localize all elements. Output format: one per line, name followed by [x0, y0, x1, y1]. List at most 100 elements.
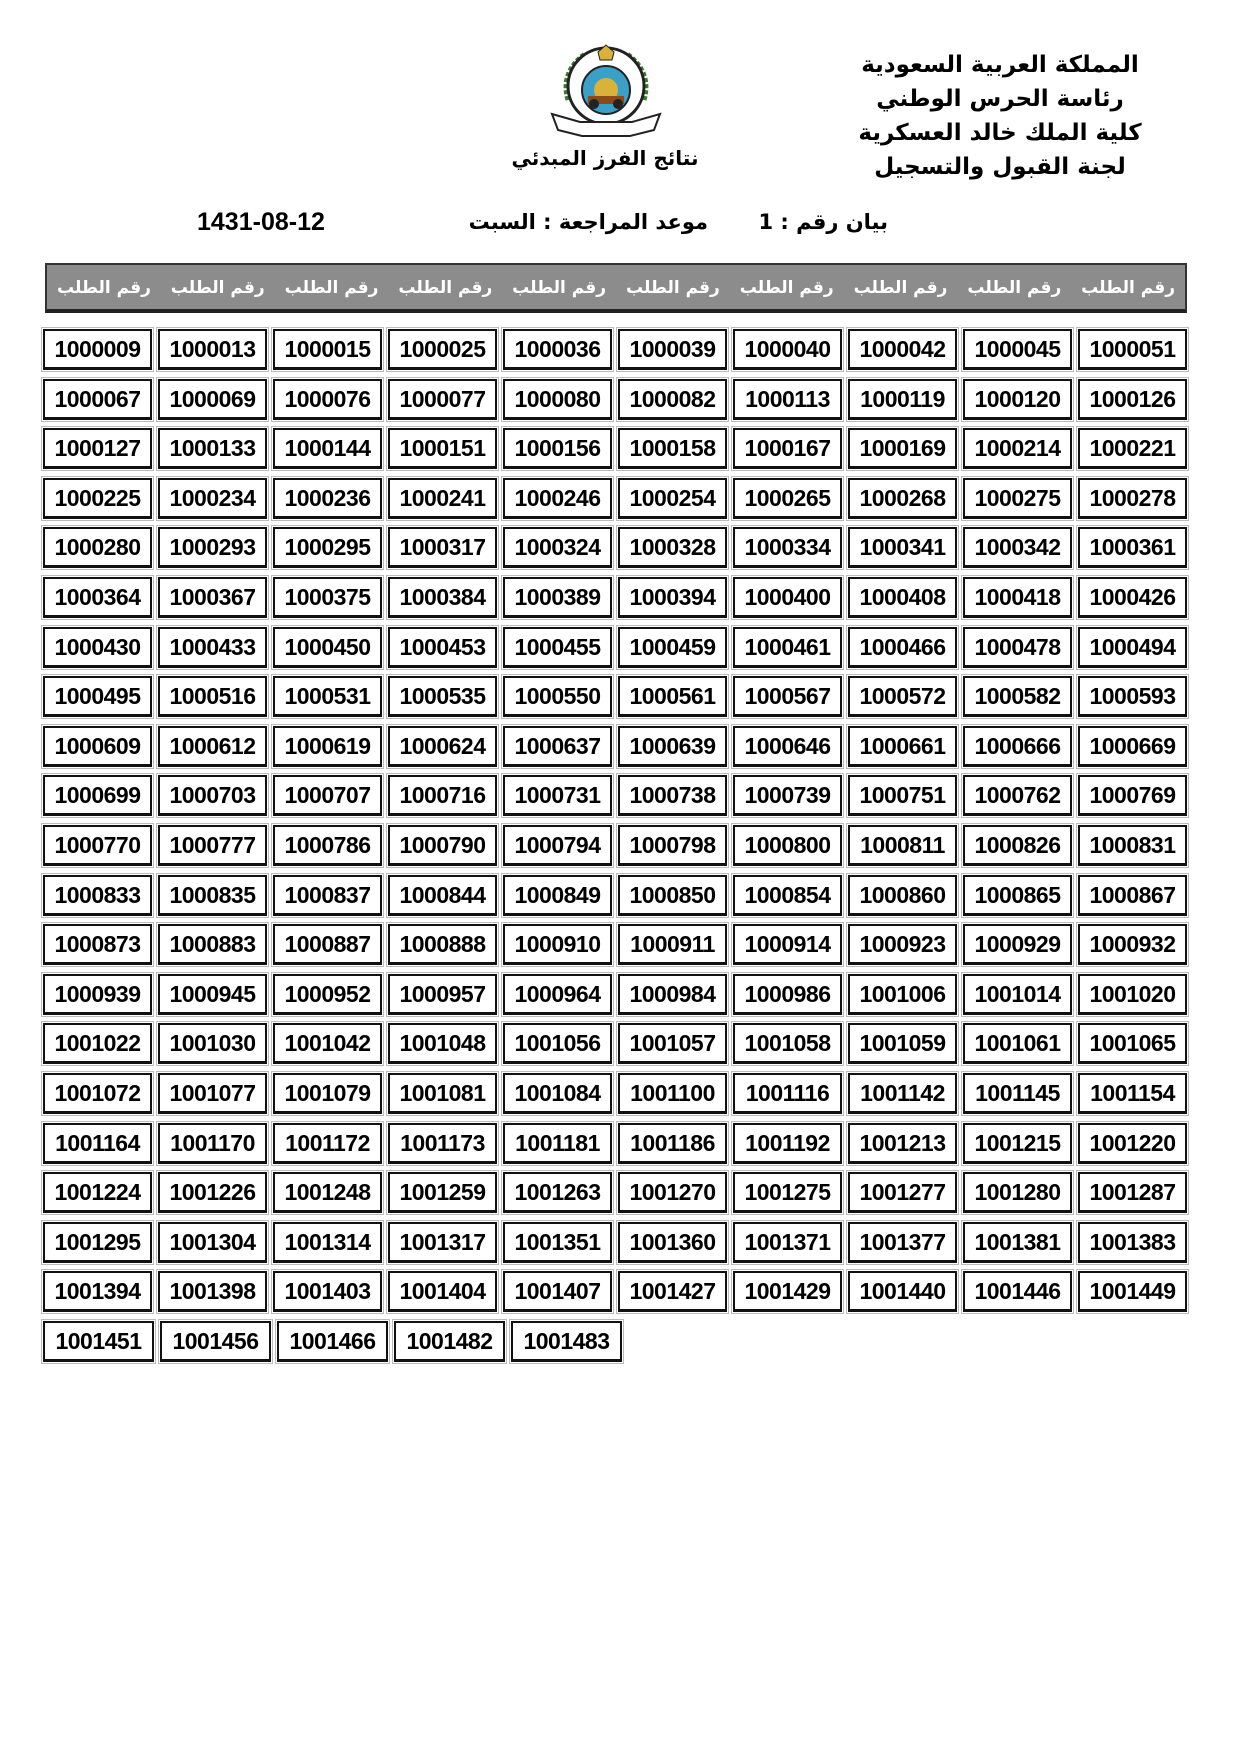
table-row: 1000009 1000013 1000015 1000025 1000036 10000… — [41, 327, 1193, 372]
application-number-cell: 1001394 — [41, 1269, 154, 1315]
application-number-cell: 1001145 — [961, 1070, 1074, 1116]
application-number-cell: 1000375 — [271, 574, 384, 620]
application-number-cell: 1000342 — [961, 525, 1074, 571]
application-number-cell: 1000495 — [41, 674, 154, 720]
table-row: 1000873 1000883 1000887 1000888 1000910 10009… — [41, 922, 1193, 968]
application-number-cell: 1000466 — [846, 624, 959, 670]
application-number-cell: 1000039 — [616, 327, 729, 372]
application-number-cell: 1001079 — [271, 1070, 384, 1116]
application-number-cell: 1000769 — [1076, 773, 1189, 819]
table-row: 1000364 1000367 1000375 1000384 1000389 10003… — [41, 574, 1193, 620]
application-number-cell: 1000254 — [616, 475, 729, 521]
application-number-cell: 1000531 — [271, 674, 384, 720]
application-number-cell: 1001277 — [846, 1170, 959, 1216]
application-number-cell: 1000661 — [846, 723, 959, 769]
application-number-cell: 1000076 — [271, 376, 384, 422]
application-number-cell: 1000295 — [271, 525, 384, 571]
application-number-cell: 1000945 — [156, 971, 269, 1017]
application-number-cell: 1000777 — [156, 822, 269, 868]
application-number-cell: 1001213 — [846, 1120, 959, 1166]
application-number-cell: 1000699 — [41, 773, 154, 819]
organization-header: المملكة العربية السعودية رئاسة الحرس الو… — [840, 48, 1160, 184]
application-number-cell: 1000045 — [961, 327, 1074, 372]
table-row: 1000127 1000133 1000144 1000151 1000156 10001… — [41, 426, 1193, 472]
application-number-cell: 1000450 — [271, 624, 384, 670]
application-number-cell: 1000929 — [961, 922, 1074, 968]
application-number-cell: 1001263 — [501, 1170, 614, 1216]
column-header: رقم الطلب — [398, 278, 493, 298]
application-number-cell: 1000550 — [501, 674, 614, 720]
application-number-cell: 1000860 — [846, 872, 959, 918]
application-number-cell: 1000494 — [1076, 624, 1189, 670]
application-number-cell: 1000328 — [616, 525, 729, 571]
application-number-cell: 1001172 — [271, 1120, 384, 1166]
application-number-cell: 1000561 — [616, 674, 729, 720]
application-number-cell: 1000221 — [1076, 426, 1189, 472]
application-number-cell: 1000133 — [156, 426, 269, 472]
application-number-cell: 1000158 — [616, 426, 729, 472]
application-number-cell: 1000624 — [386, 723, 499, 769]
application-number-cell: 1000646 — [731, 723, 844, 769]
column-header: رقم الطلب — [512, 278, 607, 298]
application-number-cell: 1000430 — [41, 624, 154, 670]
table-row: 1001394 1001398 1001403 1001404 1001407 10014… — [41, 1269, 1193, 1315]
application-number-cell: 1000364 — [41, 574, 154, 620]
application-number-cell: 1000265 — [731, 475, 844, 521]
table-row: 1001164 1001170 1001172 1001173 1001181 10011… — [41, 1120, 1193, 1166]
application-number-cell: 1001048 — [386, 1021, 499, 1067]
application-number-cell: 1001483 — [509, 1318, 624, 1364]
application-number-cell: 1000873 — [41, 922, 154, 968]
org-line-presidency: رئاسة الحرس الوطني — [876, 86, 1124, 112]
application-number-cell: 1001259 — [386, 1170, 499, 1216]
application-number-cell: 1000013 — [156, 327, 269, 372]
application-number-cell: 1000770 — [41, 822, 154, 868]
table-row: 1001022 1001030 1001042 1001048 1001056 10010… — [41, 1021, 1193, 1067]
application-number-cell: 1000849 — [501, 872, 614, 918]
application-number-cell: 1001142 — [846, 1070, 959, 1116]
application-number-cell: 1000459 — [616, 624, 729, 670]
application-number-cell: 1000826 — [961, 822, 1074, 868]
application-number-cell: 1000113 — [731, 376, 844, 422]
application-number-cell: 1001181 — [501, 1120, 614, 1166]
application-number-cell: 1000703 — [156, 773, 269, 819]
application-number-cell: 1000246 — [501, 475, 614, 521]
application-number-cell: 1001383 — [1076, 1219, 1189, 1265]
application-number-cell: 1000389 — [501, 574, 614, 620]
application-number-cell: 1001456 — [158, 1318, 273, 1364]
application-number-cell: 1000042 — [846, 327, 959, 372]
application-number-cell: 1001427 — [616, 1269, 729, 1315]
application-number-cell: 1000831 — [1076, 822, 1189, 868]
application-number-cell: 1000923 — [846, 922, 959, 968]
application-number-cell: 1001164 — [41, 1120, 154, 1166]
application-number-cell: 1000609 — [41, 723, 154, 769]
application-number-cell: 1000850 — [616, 872, 729, 918]
application-number-cell: 1000567 — [731, 674, 844, 720]
column-header: رقم الطلب — [967, 278, 1062, 298]
column-header: رقم الطلب — [739, 278, 834, 298]
application-number-cell: 1000478 — [961, 624, 1074, 670]
application-number-cell: 1001407 — [501, 1269, 614, 1315]
application-number-cell: 1000384 — [386, 574, 499, 620]
table-row: 1001451 1001456 1001466 1001482 1001483 — [41, 1318, 1193, 1364]
application-number-cell: 1001275 — [731, 1170, 844, 1216]
application-number-cell: 1001451 — [41, 1318, 156, 1364]
application-number-cell: 1000317 — [386, 525, 499, 571]
application-number-cell: 1001058 — [731, 1021, 844, 1067]
application-number-cell: 1000127 — [41, 426, 154, 472]
application-number-cell: 1001371 — [731, 1219, 844, 1265]
application-number-cell: 1001226 — [156, 1170, 269, 1216]
application-number-cell: 1001248 — [271, 1170, 384, 1216]
application-number-cell: 1001381 — [961, 1219, 1074, 1265]
application-number-cell: 1001398 — [156, 1269, 269, 1315]
application-number-cell: 1001020 — [1076, 971, 1189, 1017]
application-number-cell: 1000151 — [386, 426, 499, 472]
application-number-cell: 1001403 — [271, 1269, 384, 1315]
application-number-cell: 1000433 — [156, 624, 269, 670]
application-number-cell: 1000278 — [1076, 475, 1189, 521]
application-number-cell: 1001304 — [156, 1219, 269, 1265]
org-line-committee: لجنة القبول والتسجيل — [874, 154, 1126, 180]
application-number-cell: 1000811 — [846, 822, 959, 868]
page-title: نتائج الفرز المبدئي — [511, 146, 699, 170]
application-number-cell: 1000334 — [731, 525, 844, 571]
application-number-cell: 1000716 — [386, 773, 499, 819]
